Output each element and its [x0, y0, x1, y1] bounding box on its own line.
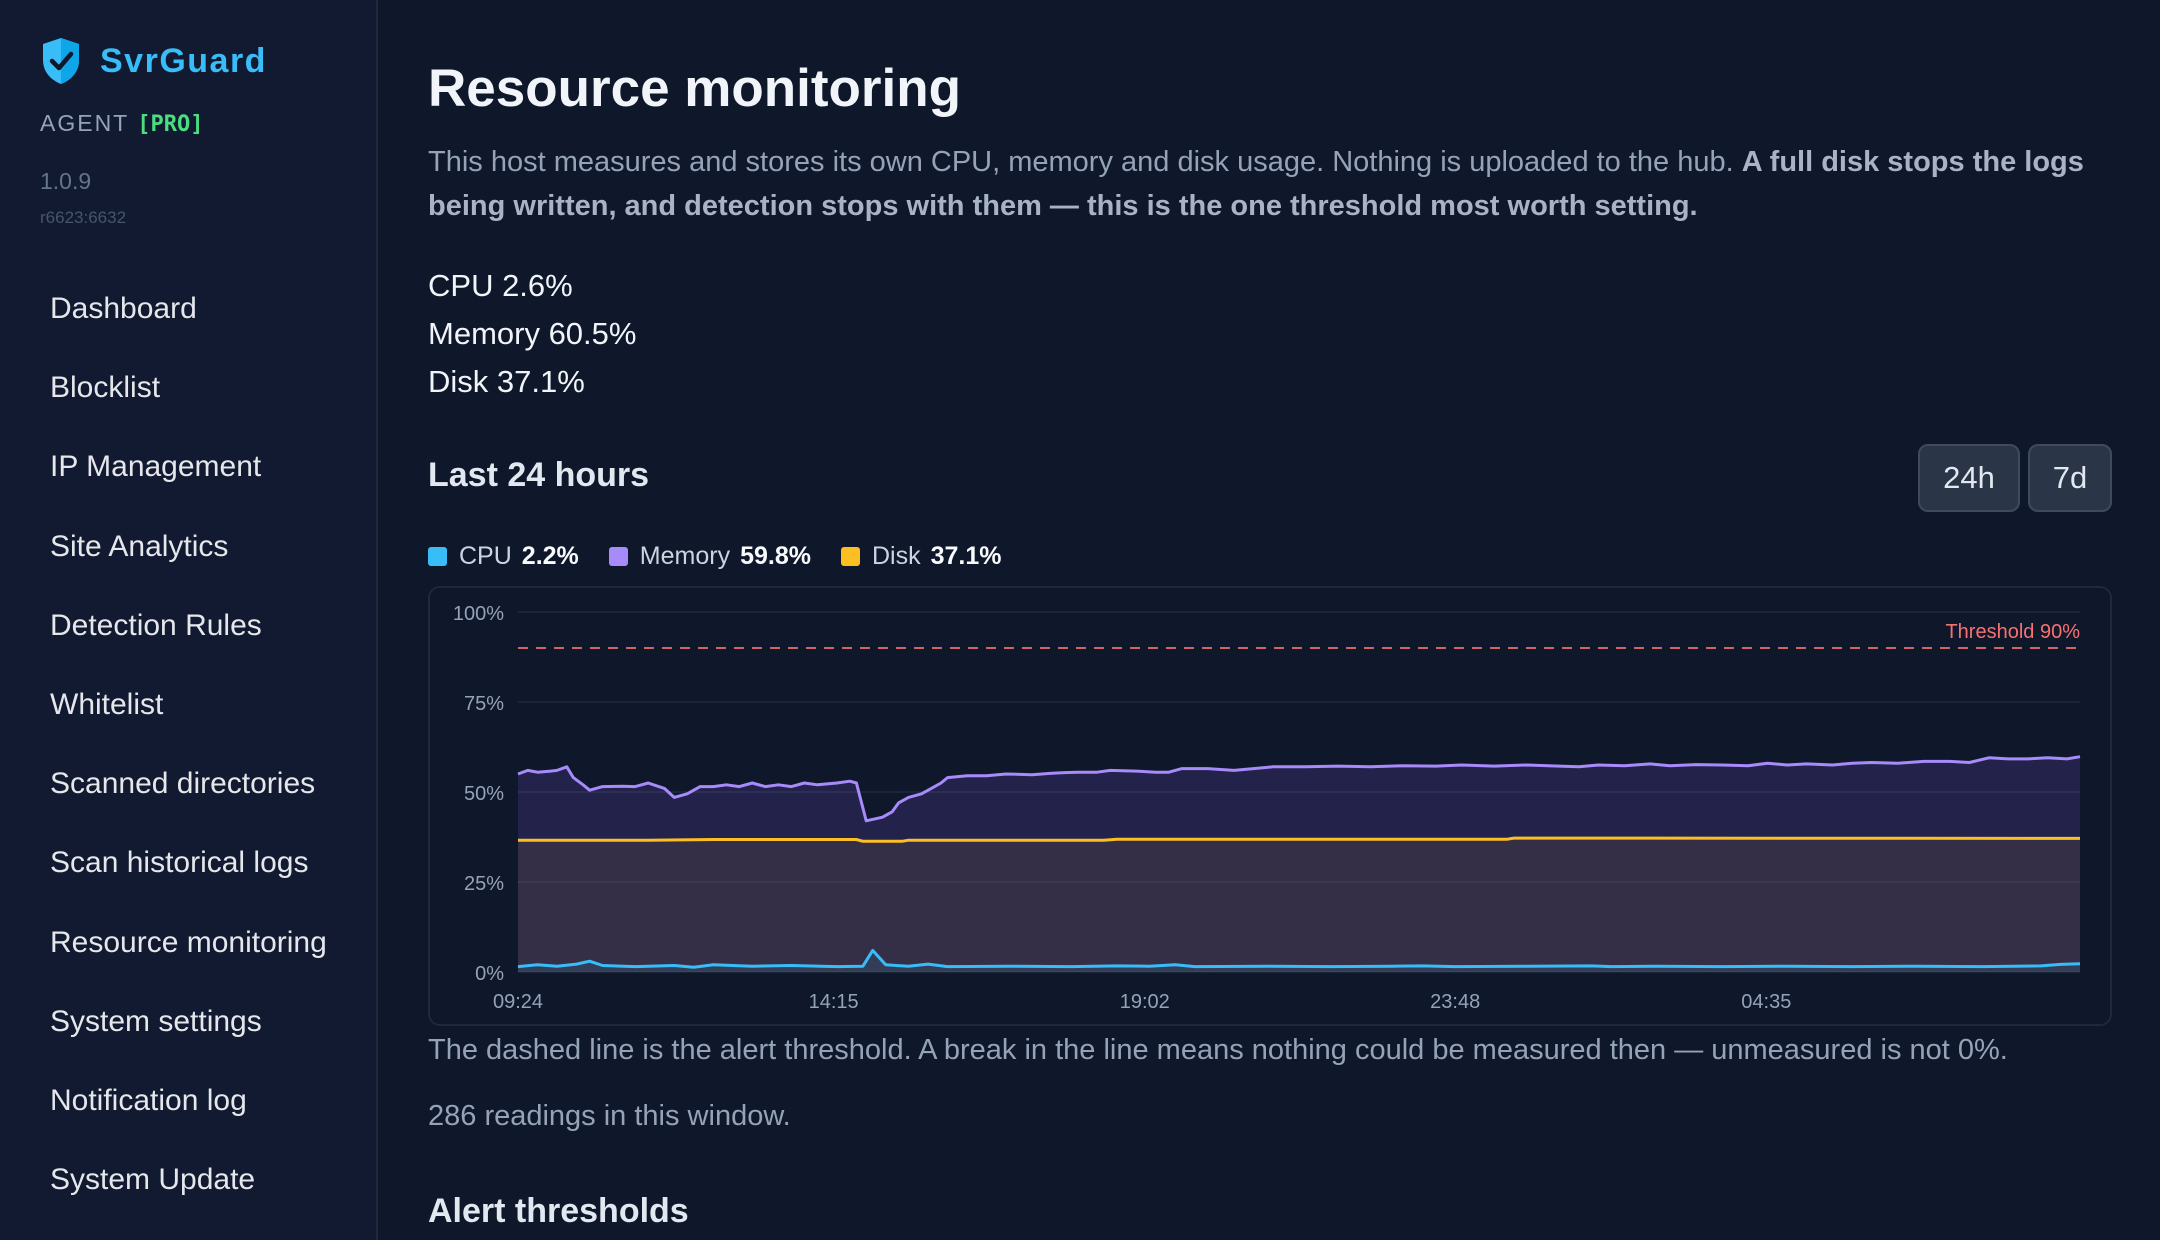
sidebar-item-dashboard[interactable]: Dashboard	[50, 292, 197, 325]
brand[interactable]: SvrGuard	[40, 36, 267, 86]
x-tick-label: 04:35	[1741, 991, 1791, 1013]
sidebar-item-system-settings[interactable]: System settings	[50, 1004, 262, 1038]
revision: r6623:6632	[40, 208, 127, 227]
legend-item-cpu: CPU 2.2%	[428, 542, 579, 571]
x-tick-label: 14:15	[809, 991, 859, 1013]
agent-label: AGENT [PRO]	[40, 110, 203, 137]
stat-memory: Memory 60.5%	[428, 316, 637, 351]
sidebar-item-blocklist[interactable]: Blocklist	[50, 371, 161, 405]
legend-value-cpu: 2.2%	[521, 542, 579, 570]
legend-label-cpu: CPU	[459, 542, 512, 570]
threshold-label: Threshold 90%	[1945, 621, 2080, 643]
intro-bold: A full disk stops the logs being written…	[428, 146, 2084, 222]
area-disk	[518, 838, 2080, 972]
stat-disk: Disk 37.1%	[428, 364, 585, 399]
y-tick-label: 50%	[464, 783, 504, 805]
sidebar-item-scan-historical-logs[interactable]: Scan historical logs	[50, 846, 309, 880]
sidebar-item-ip-management[interactable]: IP Management	[50, 450, 262, 484]
legend-label-disk: Disk	[871, 542, 921, 570]
sidebar-item-resource-monitoring[interactable]: Resource monitoring	[50, 925, 327, 959]
series-line-disk	[518, 836, 2081, 843]
intro-text: This host measures and stores its own CP…	[428, 140, 2108, 228]
resource-chart: 100% 75% 50% 25% 0% 09:24 14:15 19:02 23:48 04:35…	[428, 586, 2112, 1026]
y-tick-label: 25%	[464, 873, 504, 895]
legend-item-memory: Memory 59.8%	[608, 542, 811, 571]
chart-svg: 100% 75% 50% 25% 0% 09:24 14:15 19:02 23:48 04:35…	[453, 603, 2081, 1013]
page-title: Resource monitoring	[428, 59, 962, 118]
sidebar-item-site-analytics[interactable]: Site Analytics	[50, 529, 229, 563]
sidebar-item-notification-log[interactable]: Notification log	[50, 1083, 247, 1117]
legend-value-memory: 59.8%	[740, 542, 811, 570]
series-line-memory	[517, 755, 2081, 823]
sidebar-item-detection-rules[interactable]: Detection Rules	[50, 608, 262, 642]
sidebar-item-whitelist[interactable]: Whitelist	[50, 687, 164, 721]
legend-swatch-cpu	[428, 547, 447, 566]
y-tick-label: 0%	[475, 963, 504, 985]
stat-cpu: CPU 2.6%	[428, 268, 573, 303]
agent-text: AGENT	[40, 110, 130, 136]
sidebar-item-system-update[interactable]: System Update	[50, 1163, 256, 1197]
x-tick-label: 09:24	[493, 991, 543, 1013]
sidebar-item-scanned-directories[interactable]: Scanned directories	[50, 767, 316, 801]
chart-section-title: Last 24 hours	[428, 456, 650, 494]
legend-item-disk: Disk 37.1%	[840, 542, 1002, 571]
legend-value-disk: 37.1%	[930, 542, 1002, 570]
y-tick-label: 75%	[464, 693, 504, 715]
sidebar: SvrGuard AGENT [PRO] 1.0.9 r6623:6632 Das…	[0, 0, 378, 1240]
brand-name: SvrGuard	[100, 41, 267, 80]
sidebar-nav: Dashboard Blocklist IP Management Site A…	[0, 282, 376, 1232]
series-line-cpu	[517, 948, 2081, 969]
legend-swatch-memory	[608, 547, 628, 566]
current-stats: CPU 2.6% Memory 60.5% Disk 37.1%	[428, 262, 636, 406]
version: 1.0.9	[40, 168, 92, 194]
pro-badge: [PRO]	[137, 112, 204, 137]
legend-swatch-disk	[840, 547, 860, 566]
y-tick-label: 100%	[453, 603, 504, 625]
chart-note: The dashed line is the alert threshold. …	[428, 1034, 2008, 1066]
shield-check-icon	[40, 36, 82, 86]
chart-legend: CPU 2.2% Memory 59.8% Disk 37.1%	[428, 542, 1031, 571]
range-7d-button[interactable]: 7d	[2028, 444, 2112, 512]
alert-thresholds-title: Alert thresholds	[428, 1192, 689, 1230]
intro-plain: This host measures and stores its own CP…	[428, 146, 1734, 178]
readings-count: 286 readings in this window.	[428, 1100, 791, 1132]
legend-label-memory: Memory	[639, 542, 731, 570]
x-tick-label: 19:02	[1120, 991, 1170, 1013]
range-24h-button[interactable]: 24h	[1918, 444, 2020, 512]
x-tick-label: 23:48	[1430, 991, 1480, 1013]
area-memory	[518, 756, 2080, 972]
